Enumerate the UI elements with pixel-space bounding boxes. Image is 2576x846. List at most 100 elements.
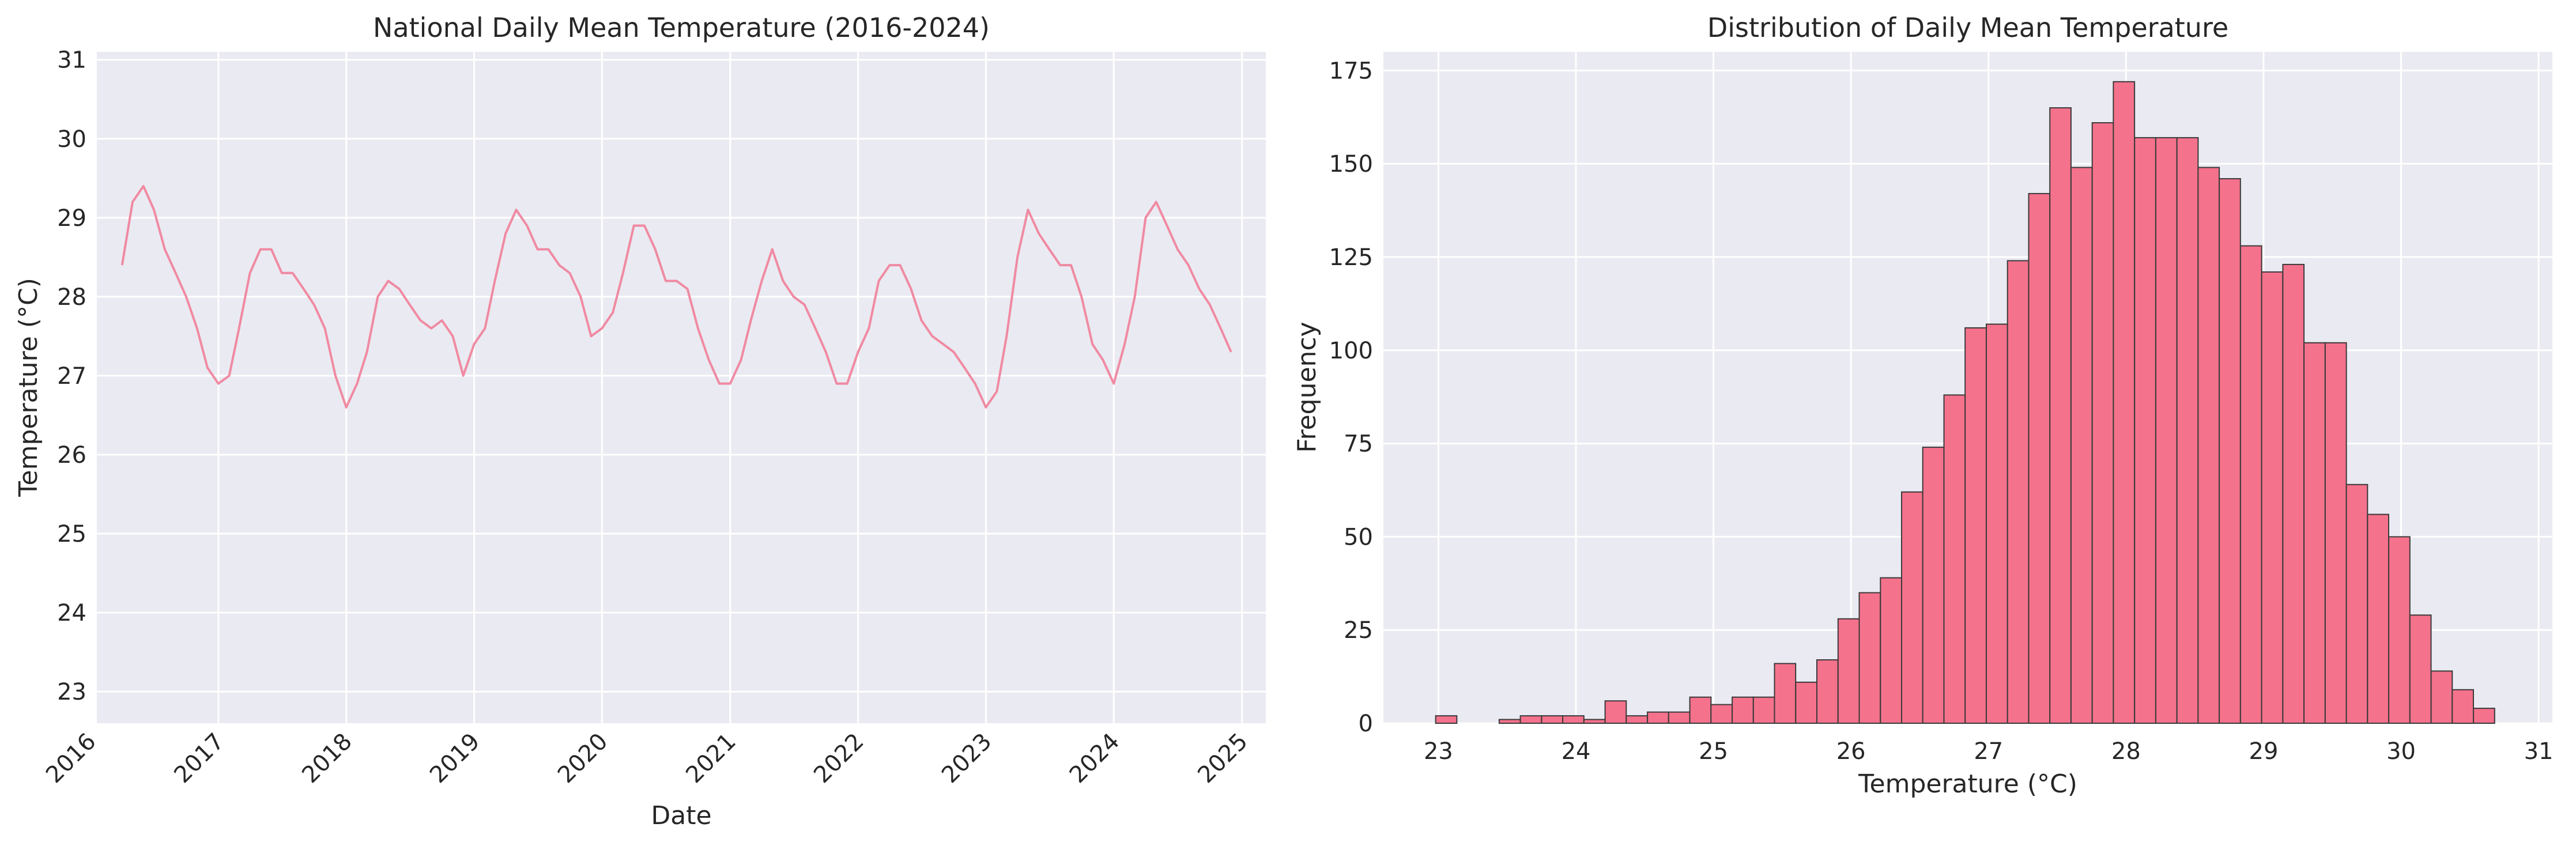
line-chart-series bbox=[120, 185, 1232, 409]
histogram-bar bbox=[2070, 167, 2093, 724]
histogram-bar bbox=[2155, 137, 2178, 724]
histogram-x-tick-label: 31 bbox=[2524, 738, 2554, 765]
histogram-bar bbox=[1732, 696, 1754, 724]
histogram-y-tick-label: 25 bbox=[1344, 617, 1373, 644]
histogram-y-tick-label: 125 bbox=[1329, 244, 1373, 271]
line-chart-title: National Daily Mean Temperature (2016-20… bbox=[373, 12, 990, 43]
histogram-bar bbox=[2409, 614, 2432, 724]
line-chart-x-tick-label: 2017 bbox=[169, 728, 229, 789]
histogram-bar bbox=[2049, 107, 2072, 724]
temperature-series-line bbox=[120, 185, 1232, 409]
histogram-bar bbox=[1583, 719, 1606, 724]
line-chart-x-axis-label: Date bbox=[651, 801, 711, 830]
line-chart-y-axis-label: Temperature (°C) bbox=[14, 278, 43, 497]
histogram-y-ticks: 0 25 50 75 100 125 150 175 bbox=[1329, 58, 1373, 737]
histogram-bar bbox=[1943, 394, 1966, 724]
histogram-bar bbox=[1498, 719, 1521, 724]
histogram-y-tick-label: 150 bbox=[1329, 151, 1373, 177]
histogram-bar bbox=[2028, 192, 2051, 724]
line-chart-y-tick-label: 30 bbox=[57, 126, 86, 153]
histogram-bar bbox=[1604, 700, 1627, 724]
histogram-bar bbox=[1901, 491, 1923, 724]
histogram-bar bbox=[1986, 323, 2008, 724]
histogram-bar bbox=[1795, 681, 1818, 724]
histogram-x-axis-label: Temperature (°C) bbox=[1858, 769, 2077, 799]
histogram-bar bbox=[2113, 81, 2136, 724]
line-chart-x-tick-label: 2019 bbox=[425, 728, 485, 789]
histogram-bar bbox=[1922, 447, 1945, 724]
line-chart-plot-area bbox=[97, 52, 1266, 723]
histogram-bar bbox=[1541, 715, 1564, 724]
histogram-bar bbox=[1519, 715, 1542, 724]
line-chart-y-ticks: 23 24 25 26 27 28 29 30 31 bbox=[57, 47, 86, 705]
histogram-x-tick-label: 27 bbox=[1974, 738, 2003, 765]
histogram-y-tick-label: 175 bbox=[1329, 58, 1373, 84]
line-chart-y-tick-label: 23 bbox=[57, 679, 86, 705]
histogram-x-tick-label: 28 bbox=[2111, 738, 2141, 765]
line-chart-x-tick-label: 2025 bbox=[1193, 728, 1253, 789]
histogram-bar bbox=[2176, 137, 2199, 724]
histogram-bar bbox=[2091, 122, 2114, 724]
histogram-x-tick-label: 23 bbox=[1424, 738, 1453, 765]
histogram-x-tick-label: 29 bbox=[2249, 738, 2279, 765]
histogram-x-tick-label: 25 bbox=[1699, 738, 1728, 765]
histogram-y-tick-label: 0 bbox=[1359, 711, 1373, 737]
histogram-bar bbox=[2219, 178, 2241, 724]
histogram-bar bbox=[1562, 715, 1585, 724]
histogram-bar bbox=[2134, 137, 2156, 724]
histogram-bar bbox=[1880, 577, 1903, 724]
histogram-x-tick-label: 30 bbox=[2386, 738, 2416, 765]
histogram-bar bbox=[2007, 260, 2030, 724]
histogram-bar bbox=[2197, 167, 2220, 724]
histogram-y-tick-label: 50 bbox=[1344, 524, 1373, 550]
histogram-panel: 0 25 50 75 100 125 150 175 23 24 25 26 27 28 29 30 31 D… bbox=[1292, 12, 2554, 799]
histogram-bar bbox=[2367, 513, 2389, 724]
line-chart-y-tick-label: 25 bbox=[57, 521, 86, 547]
line-chart-y-tick-label: 31 bbox=[57, 47, 86, 74]
histogram-bar bbox=[2282, 263, 2305, 724]
histogram-title: Distribution of Daily Mean Temperature bbox=[1707, 12, 2228, 43]
histogram-y-tick-label: 75 bbox=[1344, 431, 1373, 458]
histogram-bar bbox=[1435, 715, 1458, 724]
line-chart-x-tick-label: 2024 bbox=[1065, 728, 1125, 789]
line-chart-x-ticks: 2016 2017 2018 2019 2020 2021 2022 2023 2024 2025 bbox=[41, 728, 1253, 789]
line-chart-y-tick-label: 29 bbox=[57, 205, 86, 232]
histogram-x-ticks: 23 24 25 26 27 28 29 30 31 bbox=[1424, 738, 2554, 765]
histogram-y-axis-label: Frequency bbox=[1292, 322, 1322, 452]
histogram-bar bbox=[1752, 696, 1775, 724]
histogram-x-tick-label: 24 bbox=[1562, 738, 1591, 765]
histogram-bar bbox=[2261, 271, 2284, 724]
histogram-bar bbox=[2473, 708, 2495, 724]
line-chart-x-tick-label: 2021 bbox=[681, 728, 741, 789]
histogram-bar bbox=[1837, 618, 1860, 724]
line-chart-y-tick-label: 26 bbox=[57, 442, 86, 469]
histogram-bar bbox=[1816, 659, 1839, 724]
histogram-bar bbox=[2303, 342, 2326, 724]
line-chart-x-tick-label: 2018 bbox=[297, 728, 357, 789]
histogram-bar bbox=[1668, 711, 1691, 724]
histogram-bar bbox=[2388, 536, 2411, 724]
histogram-bar bbox=[2239, 245, 2262, 724]
histogram-bar bbox=[1710, 704, 1733, 724]
line-chart-y-tick-label: 24 bbox=[57, 600, 86, 626]
histogram-bar bbox=[1964, 327, 1987, 724]
histogram-bar bbox=[2324, 342, 2347, 724]
histogram-y-tick-label: 100 bbox=[1329, 338, 1373, 364]
histogram-bar bbox=[1625, 715, 1649, 724]
histogram-bar bbox=[2345, 484, 2368, 724]
histogram-bar bbox=[1689, 696, 1712, 724]
histogram-bar bbox=[2430, 670, 2453, 724]
histogram-bar bbox=[1774, 663, 1797, 724]
histogram-bar bbox=[1858, 592, 1881, 724]
line-chart-y-tick-label: 27 bbox=[57, 363, 86, 390]
histogram-bars bbox=[1435, 81, 2495, 724]
line-chart-gridlines bbox=[89, 52, 1266, 723]
line-chart-x-tick-label: 2016 bbox=[41, 728, 101, 789]
line-chart-x-tick-label: 2022 bbox=[809, 728, 869, 789]
histogram-bar bbox=[1647, 711, 1669, 724]
line-chart-y-tick-label: 28 bbox=[57, 284, 86, 311]
line-chart-x-tick-label: 2023 bbox=[937, 728, 997, 789]
histogram-bar bbox=[2451, 689, 2474, 724]
